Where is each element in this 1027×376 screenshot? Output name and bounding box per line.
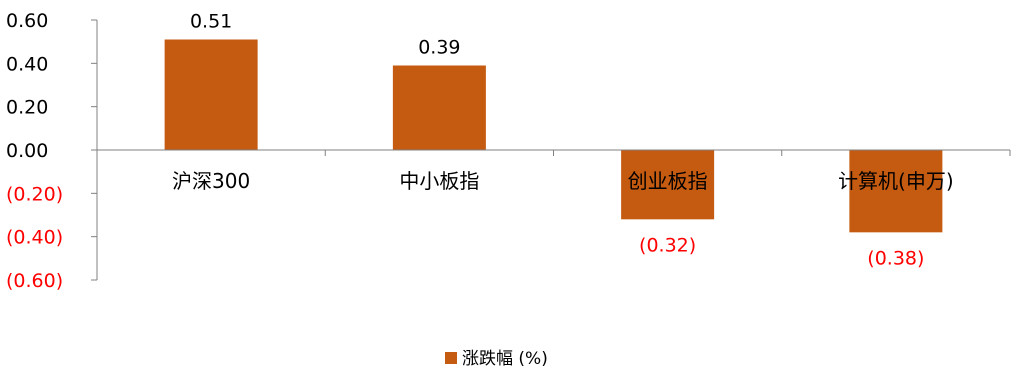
legend-swatch	[445, 352, 457, 364]
data-label: (0.38)	[867, 247, 924, 269]
category-labels: 沪深300 中小板指 创业板指 计算机(申万)	[172, 169, 954, 193]
legend-label: 涨跌幅 (%)	[462, 349, 548, 369]
y-tick-label: 0.60	[6, 10, 48, 32]
category-label: 沪深300	[172, 169, 250, 193]
data-label: (0.32)	[639, 234, 696, 256]
y-tick-label: (0.60)	[6, 270, 63, 292]
bar	[392, 65, 486, 150]
data-labels: 0.51 0.39 (0.32) (0.38)	[190, 11, 924, 270]
data-label: 0.39	[418, 37, 460, 59]
category-label: 中小板指	[399, 169, 479, 193]
y-tick-label: 0.00	[6, 140, 48, 162]
y-tick-label: 0.40	[6, 53, 48, 75]
bars	[164, 39, 943, 233]
y-tick-label: 0.20	[6, 97, 48, 119]
category-label: 计算机(申万)	[838, 169, 954, 193]
category-label: 创业板指	[628, 169, 708, 193]
legend: 涨跌幅 (%)	[445, 349, 548, 369]
x-axis	[96, 149, 1011, 156]
bar	[849, 150, 943, 233]
y-tick-label: (0.20)	[6, 183, 63, 205]
y-axis: 0.60 0.40 0.20 0.00 (0.20) (0.40) (0.60)	[6, 10, 98, 292]
bar	[621, 150, 715, 220]
data-label: 0.51	[190, 11, 232, 33]
y-tick-label: (0.40)	[6, 227, 63, 249]
bar	[164, 39, 258, 150]
